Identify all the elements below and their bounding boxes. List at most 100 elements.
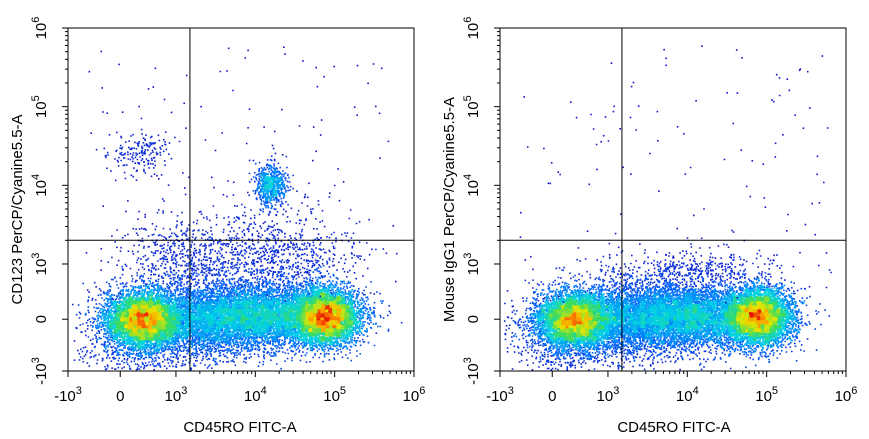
density-point [600, 269, 616, 287]
x-tick-label: 106 [403, 385, 426, 405]
density-point [116, 324, 122, 330]
density-point [328, 332, 334, 338]
density-point [328, 320, 338, 326]
y-tick-label: 0 [465, 315, 482, 323]
density-point [340, 304, 346, 310]
density-point [772, 300, 778, 306]
density-point [752, 285, 756, 289]
density-point [588, 304, 594, 310]
density-point [528, 320, 553, 354]
density-point [284, 292, 317, 314]
x-tick-label: -103 [486, 385, 514, 405]
density-point [236, 304, 242, 310]
density-point [724, 312, 730, 318]
density-point [192, 344, 222, 349]
density-point [224, 269, 260, 286]
density-point [548, 308, 554, 314]
density-point [748, 328, 754, 334]
density-point [232, 292, 238, 298]
x-tick-label: 106 [835, 385, 858, 405]
density-point [200, 344, 205, 350]
density-point [95, 112, 181, 186]
density-point [784, 297, 797, 310]
density-point [576, 312, 582, 318]
density-point [544, 296, 706, 338]
density-point [328, 336, 334, 342]
density-point [112, 328, 118, 334]
density-point [172, 296, 222, 321]
density-point [324, 336, 330, 342]
density-point [684, 304, 698, 326]
density-point [656, 336, 670, 350]
density-point [525, 281, 797, 353]
density-point [248, 304, 354, 338]
density-point [320, 332, 326, 338]
density-point [764, 304, 774, 334]
density-point [340, 300, 350, 334]
density-point [144, 332, 150, 338]
x-tick-label: 104 [676, 385, 699, 405]
density-point [588, 324, 630, 350]
density-point [284, 332, 290, 338]
density-point [772, 320, 778, 326]
density-point [672, 284, 678, 290]
density-point [648, 316, 654, 322]
density-point [140, 308, 146, 314]
density-point [109, 296, 294, 326]
density-point [324, 304, 330, 310]
density-point [748, 336, 754, 342]
density-point [608, 292, 722, 345]
density-point [316, 304, 346, 318]
density-point [584, 328, 622, 348]
density-point [584, 328, 590, 334]
density-point [184, 188, 290, 338]
density-point [640, 340, 662, 357]
density-point [172, 300, 194, 321]
density-point [660, 320, 666, 326]
y-axis-title: CD123 PerCP/Cyanine5.5-A [9, 114, 26, 304]
density-point [556, 316, 562, 322]
y-tick-label: 105 [30, 95, 50, 118]
x-tick-label: -103 [54, 385, 82, 405]
density-point [756, 328, 762, 334]
density-point [548, 312, 554, 318]
density-point [224, 308, 230, 314]
density-point [169, 289, 197, 342]
density-point [128, 312, 134, 318]
density-point [164, 312, 170, 318]
density-point [736, 292, 758, 306]
density-point [320, 320, 326, 326]
density-point [588, 320, 594, 326]
density-point [760, 320, 766, 326]
density-point [588, 312, 594, 318]
density-point [649, 288, 654, 294]
density-point [692, 308, 698, 314]
x-tick-label: 0 [548, 388, 556, 405]
density-point [120, 320, 306, 342]
density-point [268, 304, 274, 310]
density-point [336, 324, 342, 330]
density-point [744, 308, 754, 322]
density-point [584, 316, 590, 322]
density-point [120, 312, 126, 318]
density-point [636, 332, 662, 342]
density-point [328, 296, 334, 302]
density-point [560, 304, 574, 338]
density-point [132, 304, 233, 353]
density-point [320, 292, 350, 318]
density-point [320, 308, 326, 314]
density-point [97, 288, 376, 349]
density-point [336, 296, 342, 302]
density-point [120, 336, 126, 342]
density-point [132, 320, 138, 326]
density-point [176, 308, 182, 314]
density-points-2 [503, 45, 832, 371]
density-point [128, 300, 134, 306]
density-point [328, 312, 334, 318]
density-point [164, 304, 170, 310]
density-point [530, 231, 828, 292]
density-point [552, 352, 558, 357]
density-point [156, 320, 162, 326]
density-point [580, 304, 586, 310]
